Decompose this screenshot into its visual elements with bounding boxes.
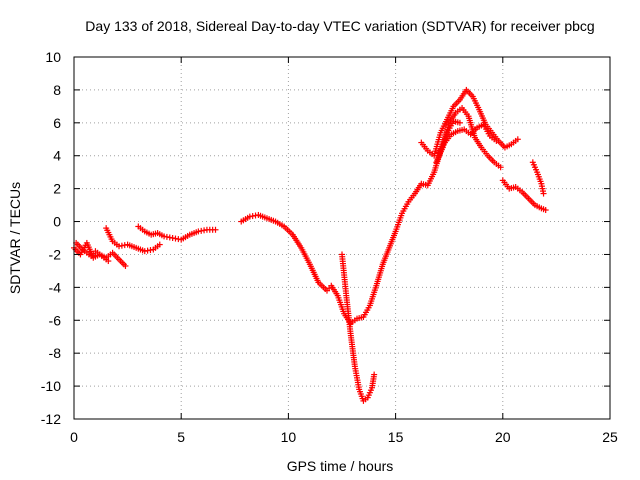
series-seg-late [499,177,549,214]
x-tick-label: 20 [495,429,511,445]
y-tick-label: 2 [53,181,61,197]
series-seg-late-2 [529,159,547,197]
y-tick-label: 10 [45,49,61,65]
x-axis-label: GPS time / hours [287,458,394,474]
data-point [540,190,547,197]
data-point [514,136,521,143]
x-tick-label: 15 [388,429,404,445]
data-points-layer [71,86,549,404]
chart-title: Day 133 of 2018, Sidereal Day-to-day VTE… [85,18,594,34]
y-tick-label: -4 [49,279,62,295]
data-point [456,119,463,126]
series-seg-day [238,118,463,327]
x-tick-label: 10 [281,429,297,445]
series-seg-early-3 [103,225,163,255]
y-tick-label: 4 [53,148,61,164]
series-seg-early-2 [73,239,112,265]
x-tick-label: 25 [602,429,618,445]
y-tick-label: -12 [41,411,61,427]
x-tick-label: 5 [177,429,185,445]
data-point [493,137,500,144]
y-tick-label: -6 [49,312,62,328]
series-seg-early-4 [135,223,219,243]
y-tick-label: 0 [53,214,61,230]
data-point [212,226,219,233]
x-tick-label: 0 [70,429,78,445]
y-axis-label: SDTVAR / TECUs [7,182,23,294]
data-point [371,371,378,378]
plot-frame [73,56,611,420]
y-tick-label: 8 [53,82,61,98]
data-point [156,241,163,248]
series-seg-lower [433,105,504,171]
axis-ticks: 0 5 10 15 20 25 -12 -10 -8 -6 -4 -2 0 2 4 6 8 10 [41,49,618,445]
grid-lines [74,57,610,419]
data-point [105,258,112,265]
y-tick-label: -2 [49,246,62,262]
series-seg-dip [339,251,378,404]
data-point [122,262,129,269]
y-tick-label: -10 [41,378,61,394]
y-tick-label: -8 [49,345,62,361]
data-point [542,207,549,214]
data-point [497,164,504,171]
y-tick-label: 6 [53,115,61,131]
